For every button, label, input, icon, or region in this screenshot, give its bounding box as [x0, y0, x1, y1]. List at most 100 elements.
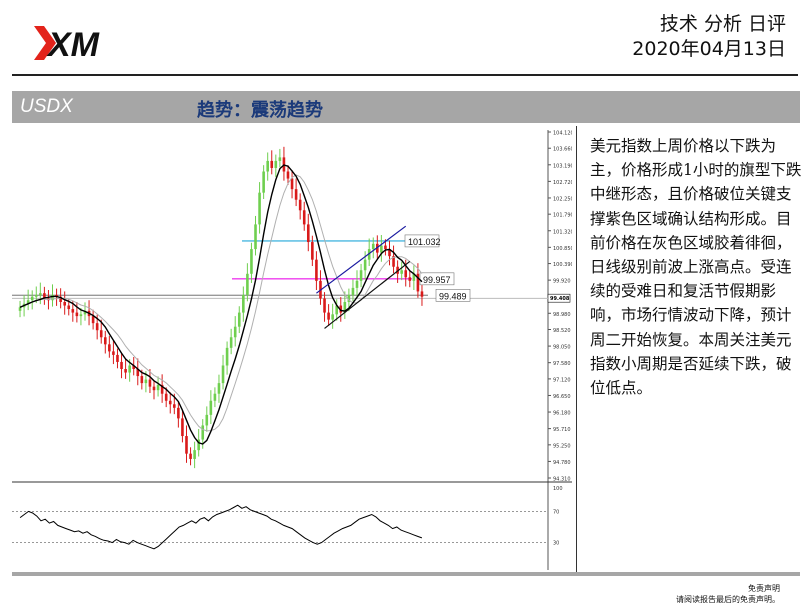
logo-text: XM — [46, 26, 100, 64]
symbol-label: USDX — [20, 96, 73, 117]
candle-body — [160, 384, 164, 394]
candle-body — [331, 314, 334, 320]
candle-body — [355, 280, 359, 288]
candle-body — [43, 293, 46, 299]
y-tick-label: 95.710 — [553, 427, 571, 433]
candle-body — [343, 302, 347, 313]
candle-body — [140, 376, 144, 384]
y-tick-label: 100.390 — [553, 262, 572, 268]
candle-body — [51, 294, 54, 301]
candle-body — [181, 418, 184, 437]
candle-body — [278, 157, 282, 161]
oscillator-line — [19, 504, 423, 550]
candle-body — [400, 270, 403, 274]
candle-body — [124, 369, 127, 373]
report-date: 2020年04月13日 — [632, 38, 786, 60]
y-tick-label: 94.780 — [553, 460, 571, 466]
candle-body — [173, 404, 176, 408]
candle-body — [18, 307, 22, 311]
candle-body — [112, 351, 115, 355]
y-tick-label: 98.980 — [553, 312, 571, 318]
y-tick-label: 96.180 — [553, 411, 571, 417]
price-chart: 104.120 103.660 103.190 102.720 102.250 101.7… — [12, 126, 572, 572]
moving-averages — [19, 164, 423, 445]
candle-body — [266, 160, 269, 172]
candle-body — [274, 160, 278, 168]
candle-body — [306, 224, 310, 243]
candle-body — [302, 210, 306, 225]
candle-body — [258, 192, 261, 225]
candle-body — [39, 293, 42, 295]
level-label-box — [419, 272, 455, 286]
candle-body — [217, 383, 221, 394]
level-label: 99.489 — [439, 291, 467, 301]
channel-lower-line — [324, 260, 411, 329]
candle-body — [347, 294, 351, 303]
footer-bar — [12, 572, 800, 576]
candle-body — [209, 400, 213, 415]
level-label: 99.957 — [423, 275, 451, 285]
logo-chevron-icon — [34, 26, 56, 60]
y-tick-label: 99.920 — [553, 279, 571, 285]
y-tick-label: 101.320 — [553, 229, 572, 235]
current-price-label: 99.408 — [550, 296, 570, 302]
level-label-box — [435, 289, 471, 302]
title-bar: USDX 趋势：震荡趋势 — [12, 91, 800, 123]
candle-body — [237, 312, 241, 327]
candle-body — [359, 270, 363, 281]
candle-body — [156, 384, 160, 391]
disclaimer-note: 请阅读报告最后的免责声明。 — [676, 595, 780, 604]
candle-body — [384, 245, 387, 250]
candle-body — [59, 296, 62, 303]
candle-body — [197, 439, 200, 451]
candle-body — [250, 249, 253, 274]
candle-body — [168, 400, 172, 405]
candle-body — [213, 393, 217, 401]
disclaimer-title: 免责声明 — [748, 584, 780, 593]
candle-body — [148, 379, 152, 387]
candle-body — [408, 277, 412, 281]
osc-level-label: 70 — [553, 509, 559, 515]
candle-body — [30, 296, 34, 301]
channel-upper-line — [316, 225, 407, 294]
candle-body — [95, 323, 99, 331]
candle-body — [420, 291, 424, 297]
candle-body — [254, 224, 257, 250]
candle-body — [91, 316, 95, 324]
analysis-text: 美元指数上周价格以下跌为主，价格形成1小时的旗型下跌中继形态，且价格破位关键支撑… — [590, 137, 802, 398]
candle-body — [26, 300, 30, 304]
osc-level-label: 100 — [553, 486, 563, 492]
candle-body — [367, 249, 371, 260]
candle-body — [290, 178, 294, 190]
candle-body — [371, 243, 375, 250]
y-tick-label: 98.050 — [553, 345, 571, 351]
candle-body — [128, 365, 131, 373]
candle-body — [270, 160, 274, 168]
candle-body — [83, 310, 87, 315]
candle-body — [363, 259, 367, 271]
y-tick-label: 97.120 — [553, 377, 571, 383]
y-tick-label: 102.720 — [553, 180, 572, 186]
candle-body — [404, 270, 408, 278]
trend-label: 趋势：震荡趋势 — [197, 100, 323, 121]
osc-level-label: 30 — [553, 541, 559, 547]
y-tick-label: 102.250 — [553, 196, 572, 202]
candle-body — [298, 199, 302, 211]
candle-body — [242, 294, 245, 313]
report-type: 技术 分析 日评 — [659, 13, 786, 35]
candle-body — [388, 249, 391, 257]
candle-body — [205, 414, 209, 426]
candle-body — [412, 273, 416, 281]
y-tick-label: 95.250 — [553, 443, 571, 449]
candle-body — [193, 450, 196, 459]
candle-body — [132, 365, 136, 370]
y-tick-label: 103.660 — [553, 147, 572, 153]
y-tick-label: 98.520 — [553, 328, 571, 334]
candle-body — [34, 294, 38, 297]
candle-body — [221, 365, 225, 384]
candle-body — [75, 312, 79, 317]
candle-body — [286, 171, 290, 179]
level-label: 101.032 — [408, 237, 441, 247]
y-tick-label: 97.580 — [553, 361, 571, 367]
ma-slow-line — [19, 164, 423, 445]
